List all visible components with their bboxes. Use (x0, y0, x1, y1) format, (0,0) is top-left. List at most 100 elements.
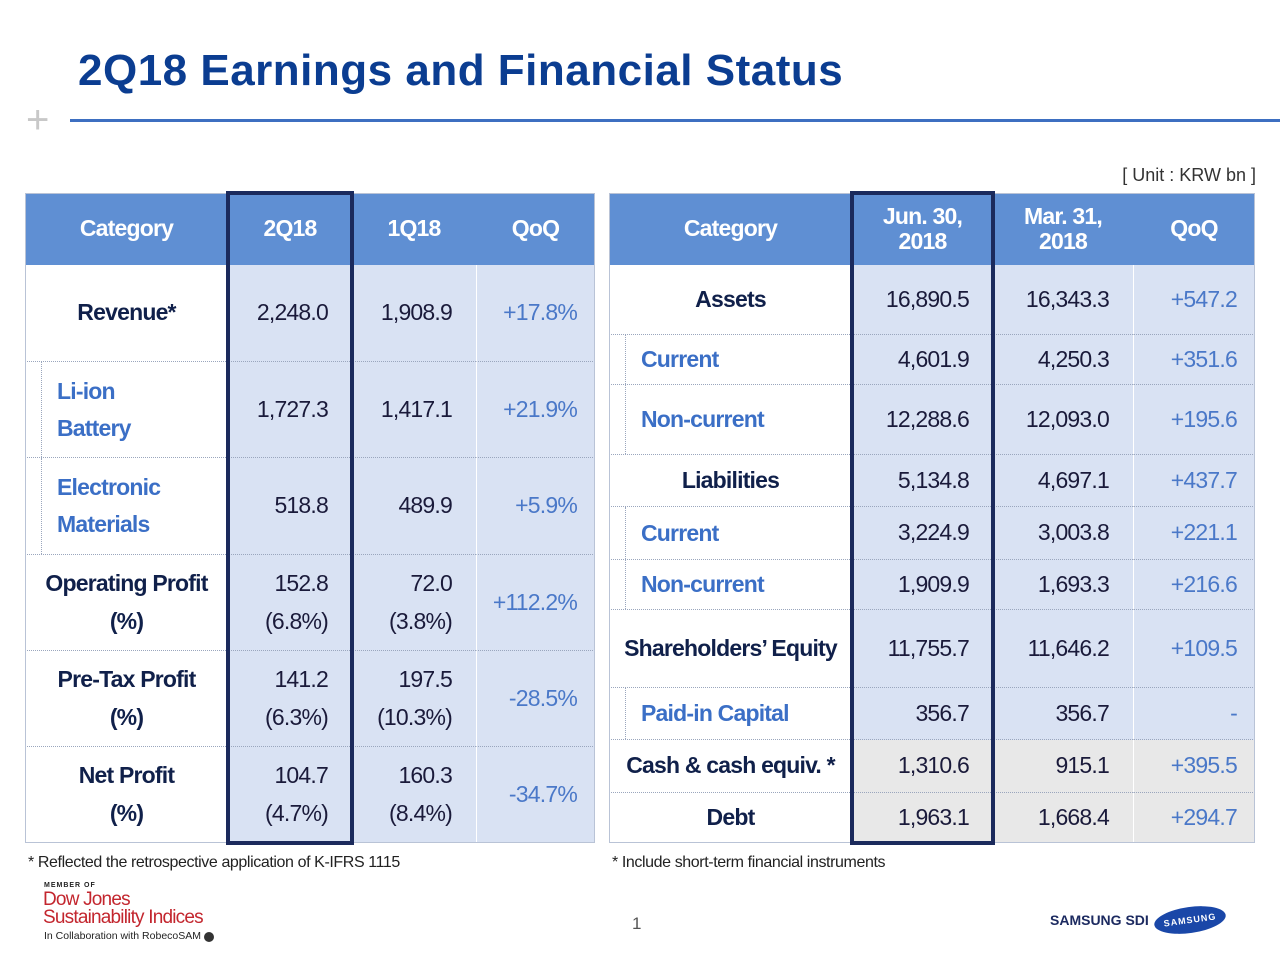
value-cell: +195.6 (1133, 385, 1255, 455)
value-cell: +395.5 (1133, 740, 1255, 793)
value-cell: 356.7 (852, 688, 993, 740)
value-cell: 16,890.5 (852, 265, 993, 335)
value-cell: 11,755.7 (852, 610, 993, 688)
row-label: Current (609, 507, 852, 560)
djsi-member: MEMBER OF (44, 882, 96, 889)
cell-line: Operating Profit (45, 569, 208, 596)
value-cell: 141.2 (6.3%) (228, 651, 352, 747)
title-rule (70, 119, 1280, 122)
value-cell: 1,727.3 (228, 362, 352, 458)
value-cell: 12,288.6 (852, 385, 993, 455)
value-cell: - (1133, 688, 1255, 740)
value-cell: 4,601.9 (852, 335, 993, 385)
cell-line: (10.3%) (377, 703, 453, 730)
value-cell: 160.3 (8.4%) (352, 747, 476, 843)
cell-line: Li-ion (57, 377, 116, 404)
samsung-logo: SAMSUNG (1152, 902, 1228, 938)
company-name: SAMSUNG SDI (1050, 912, 1149, 928)
value-cell: 489.9 (352, 458, 476, 555)
row-label: Li-ion Battery (25, 362, 228, 458)
highlight-frame (850, 191, 995, 845)
footnote: * Reflected the retrospective applicatio… (28, 854, 400, 871)
row-label: Paid-in Capital (609, 688, 852, 740)
footnote: * Include short-term financial instrumen… (612, 854, 886, 871)
cell-line: Electronic (57, 474, 161, 501)
value-cell: 5,134.8 (852, 455, 993, 507)
row-label: Non-current (609, 385, 852, 455)
cell-line: (3.8%) (389, 607, 453, 634)
djsi-icon (204, 932, 214, 942)
value-cell: 2,248.0 (228, 265, 352, 362)
value-cell: -34.7% (476, 747, 595, 843)
cell-line: 2018 (1039, 228, 1088, 254)
cell-line: 197.5 (398, 665, 452, 692)
value-cell: 1,908.9 (352, 265, 476, 362)
value-cell: 4,697.1 (993, 455, 1133, 507)
value-cell: 3,224.9 (852, 507, 993, 560)
header-cell: QoQ (1133, 193, 1255, 265)
value-cell: +17.8% (476, 265, 595, 362)
header-cell: Category (25, 193, 228, 265)
value-cell: 11,646.2 (993, 610, 1133, 688)
value-cell: +547.2 (1133, 265, 1255, 335)
cell-line: (6.3%) (265, 703, 329, 730)
value-cell: 4,250.3 (993, 335, 1133, 385)
cell-line: 141.2 (274, 665, 328, 692)
value-cell: 1,909.9 (852, 560, 993, 610)
cell-line: Pre-Tax Profit (57, 665, 197, 692)
row-label: Shareholders’ Equity (609, 610, 852, 688)
highlight-frame (226, 191, 354, 845)
value-cell: 1,310.6 (852, 740, 993, 793)
row-label: Net Profit (%) (25, 747, 228, 843)
page-number: 1 (632, 914, 642, 933)
value-cell: 104.7 (4.7%) (228, 747, 352, 843)
value-cell: 12,093.0 (993, 385, 1133, 455)
row-label: Assets (609, 265, 852, 335)
djsi-indices: Sustainability Indices (43, 907, 204, 928)
row-label: Current (609, 335, 852, 385)
row-label: Non-current (609, 560, 852, 610)
decor-plus: + (26, 98, 50, 142)
value-cell: -28.5% (476, 651, 595, 747)
cell-line: 104.7 (274, 761, 328, 788)
value-cell: 197.5 (10.3%) (352, 651, 476, 747)
value-cell: +21.9% (476, 362, 595, 458)
value-cell: 1,693.3 (993, 560, 1133, 610)
value-cell: 1,417.1 (352, 362, 476, 458)
djsi-name: Dow Jones (43, 889, 131, 910)
value-cell: 1,668.4 (993, 793, 1133, 843)
value-cell: 915.1 (993, 740, 1133, 793)
value-cell: +109.5 (1133, 610, 1255, 688)
value-cell: +437.7 (1133, 455, 1255, 507)
header-cell: QoQ (476, 193, 595, 265)
unit-note: [ Unit : KRW bn ] (1122, 165, 1256, 185)
header-cell: 2Q18 (228, 193, 352, 265)
row-label: Debt (609, 793, 852, 843)
cell-line: (4.7%) (265, 799, 329, 826)
cell-line: 2018 (898, 228, 948, 254)
cell-line: (%) (109, 703, 144, 730)
value-cell: 152.8 (6.8%) (228, 555, 352, 651)
value-cell: +294.7 (1133, 793, 1255, 843)
cell-line: Jun. 30, (882, 202, 963, 229)
slide-title: 2Q18 Earnings and Financial Status (78, 46, 844, 95)
row-label: Cash & cash equiv. * (609, 740, 852, 793)
value-cell: 3,003.8 (993, 507, 1133, 560)
header-cell: Category (609, 193, 852, 265)
row-label: Operating Profit (%) (25, 555, 228, 651)
value-cell: 1,963.1 (852, 793, 993, 843)
cell-line: 160.3 (398, 761, 452, 788)
value-cell: 72.0 (3.8%) (352, 555, 476, 651)
header-cell: Jun. 30, 2018 (852, 193, 993, 265)
row-label: Electronic Materials (25, 458, 228, 555)
value-cell: +216.6 (1133, 560, 1255, 610)
cell-line: 72.0 (410, 569, 452, 596)
cell-line: (%) (109, 799, 144, 826)
value-cell: 16,343.3 (993, 265, 1133, 335)
row-label: Pre-Tax Profit (%) (25, 651, 228, 747)
cell-line: (8.4%) (389, 799, 453, 826)
djsi-collab: In Collaboration with RobecoSAM (44, 930, 201, 942)
cell-line: Net Profit (78, 761, 175, 788)
